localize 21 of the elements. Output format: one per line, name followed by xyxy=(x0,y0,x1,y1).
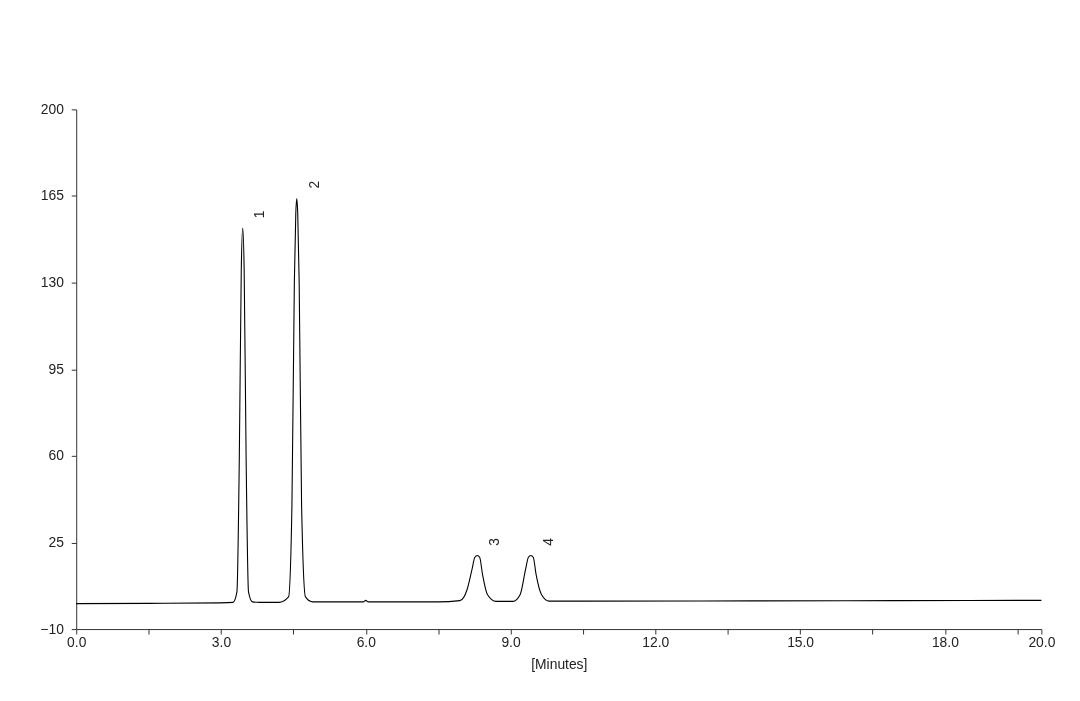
y-tick-label: 95 xyxy=(48,360,65,377)
x-tick-label: 0.0 xyxy=(67,634,87,651)
x-axis-title: [Minutes] xyxy=(531,656,588,673)
y-tick-label: −10 xyxy=(40,620,65,637)
y-tick-label: 200 xyxy=(40,100,65,117)
x-tick-label: 6.0 xyxy=(356,634,377,651)
annotation: 3 xyxy=(486,537,503,546)
annotation: 2 xyxy=(305,180,322,189)
annotation: 4 xyxy=(539,537,556,546)
y-tick-label: 130 xyxy=(40,274,65,291)
x-tick-label: 12.0 xyxy=(642,634,670,651)
x-tick-label: 15.0 xyxy=(787,634,815,651)
x-tick-label: 20.0 xyxy=(1028,634,1056,651)
annotation: 1 xyxy=(251,210,268,219)
x-tick-label: 3.0 xyxy=(211,634,232,651)
x-tick-label: 9.0 xyxy=(501,634,521,651)
y-tick-label: 165 xyxy=(40,187,65,204)
y-tick-label: 60 xyxy=(48,447,65,464)
line-series xyxy=(75,197,1042,605)
y-tick-label: 25 xyxy=(48,533,65,550)
x-tick-label: 18.0 xyxy=(931,634,960,651)
